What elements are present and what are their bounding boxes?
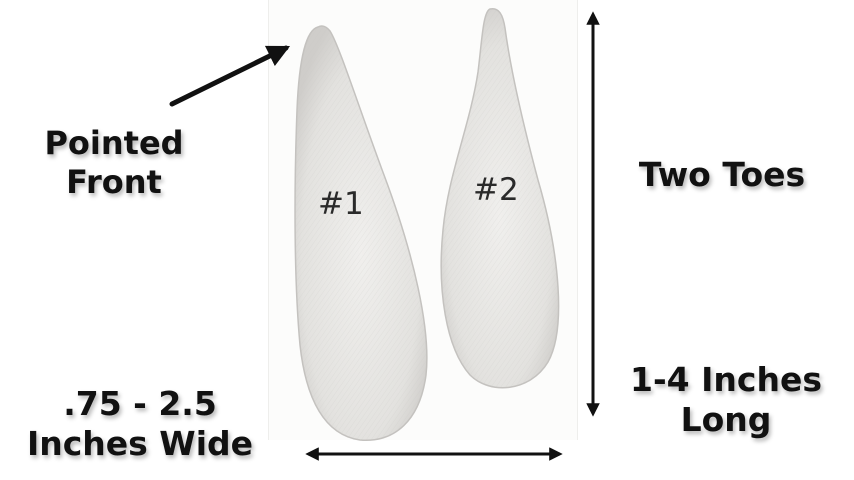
two-toes-label: Two Toes [638,155,806,194]
length-line-2: Long [680,400,772,440]
toe-1-shape [294,25,428,441]
pointer-arrow [169,45,291,107]
pointed-front-line-1: Pointed [44,124,184,162]
width-line-1: .75 - 2.5 [63,384,217,423]
pointed-front-line-2: Front [66,163,162,202]
width-label: .75 - 2.5 Inches Wide [10,384,270,465]
toe-2-shape [440,7,560,389]
length-label: 1-4 Inches Long [606,360,846,441]
width-line-2: Inches Wide [26,424,254,464]
pointed-front-label: Pointed Front [20,124,208,202]
toe-2-label: #2 [473,172,519,208]
toe-1-label: #1 [318,186,364,222]
length-line-1: 1-4 Inches [630,360,822,399]
